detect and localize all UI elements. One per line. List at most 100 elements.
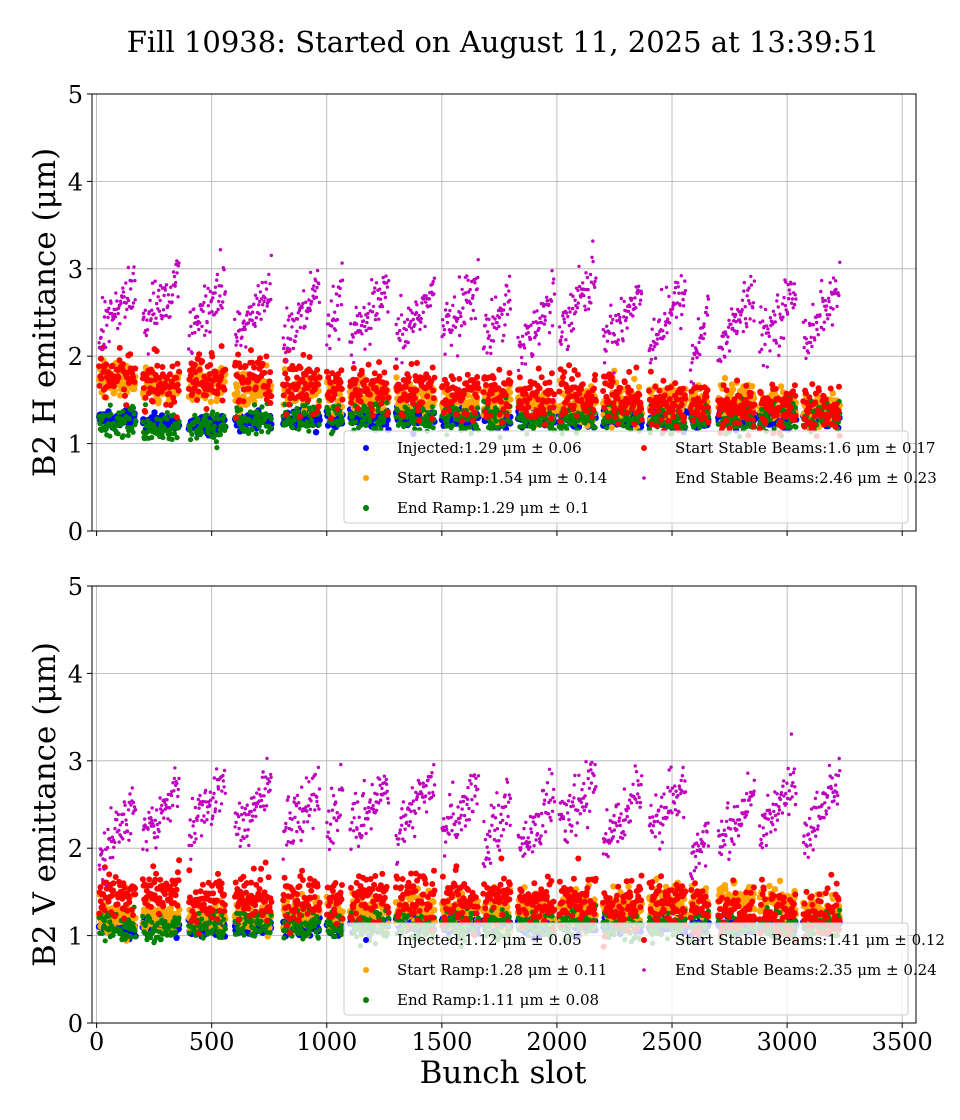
- point-start-stable: [314, 366, 321, 373]
- point-end-stable: [308, 308, 312, 313]
- point-end-stable: [543, 315, 547, 319]
- point-end-ramp: [169, 436, 175, 442]
- point-end-stable: [432, 292, 436, 296]
- point-end-stable: [205, 320, 209, 325]
- point-end-stable: [161, 314, 165, 318]
- point-end-stable: [166, 304, 170, 308]
- point-end-stable: [631, 314, 635, 318]
- point-end-stable: [249, 304, 253, 309]
- point-end-stable: [198, 321, 202, 325]
- point-end-stable: [550, 324, 555, 328]
- point-start-stable: [376, 373, 383, 380]
- point-end-stable: [657, 318, 662, 322]
- point-start-stable: [263, 353, 270, 360]
- point-end-stable: [161, 308, 166, 312]
- point-end-stable: [284, 350, 288, 355]
- point-start-stable: [589, 414, 595, 420]
- point-start-stable: [723, 387, 730, 394]
- point-end-stable: [315, 285, 319, 290]
- point-end-ramp: [174, 435, 180, 441]
- point-end-stable: [200, 324, 204, 329]
- point-start-stable: [503, 412, 510, 419]
- point-end-ramp: [259, 428, 265, 435]
- point-start-stable: [536, 385, 543, 392]
- point-end-stable: [482, 345, 486, 349]
- point-end-stable: [609, 321, 614, 325]
- point-start-stable: [173, 374, 180, 381]
- point-end-stable: [612, 333, 617, 337]
- point-end-stable: [378, 297, 383, 301]
- point-end-stable: [489, 351, 493, 356]
- point-end-ramp: [115, 431, 121, 437]
- point-end-stable: [145, 318, 149, 322]
- point-end-stable: [488, 345, 492, 349]
- point-end-stable: [655, 342, 659, 346]
- point-end-stable: [386, 310, 390, 314]
- point-end-stable: [611, 317, 615, 322]
- point-end-ramp: [107, 433, 113, 439]
- point-start-stable: [97, 355, 104, 362]
- point-start-stable: [102, 394, 109, 401]
- point-start-stable: [413, 387, 420, 394]
- point-end-stable: [354, 322, 359, 326]
- point-end-ramp: [207, 419, 213, 425]
- point-end-stable: [458, 311, 462, 315]
- point-end-ramp: [175, 425, 181, 431]
- point-end-stable: [298, 325, 303, 330]
- point-end-stable: [371, 304, 376, 309]
- point-start-stable: [350, 365, 357, 372]
- point-end-stable: [203, 333, 207, 337]
- point-end-stable: [192, 307, 196, 311]
- point-end-stable: [282, 343, 287, 347]
- point-end-stable: [403, 344, 407, 348]
- point-end-ramp: [475, 405, 481, 411]
- point-end-stable: [158, 298, 162, 303]
- point-end-ramp: [339, 418, 345, 424]
- point-end-stable: [608, 331, 612, 335]
- point-end-stable: [114, 291, 118, 295]
- point-start-stable: [414, 360, 420, 366]
- point-end-stable: [331, 284, 335, 288]
- point-start-stable: [221, 386, 228, 393]
- point-end-stable: [466, 278, 470, 282]
- point-end-stable: [400, 361, 404, 365]
- point-end-ramp: [306, 428, 312, 434]
- point-end-stable: [663, 311, 667, 316]
- point-start-stable: [705, 419, 712, 426]
- point-start-stable: [199, 358, 206, 365]
- point-end-stable: [520, 355, 524, 360]
- point-end-stable: [339, 303, 344, 307]
- point-end-stable: [170, 300, 174, 304]
- point-start-stable: [592, 397, 599, 404]
- point-end-stable: [221, 300, 225, 304]
- point-end-stable: [265, 304, 269, 308]
- point-end-stable: [115, 299, 119, 303]
- point-end-stable: [129, 287, 133, 291]
- point-end-stable: [197, 327, 201, 332]
- point-start-stable: [590, 407, 597, 413]
- point-end-stable: [486, 330, 490, 334]
- point-end-stable: [360, 332, 364, 336]
- point-start-stable: [431, 374, 438, 381]
- point-start-stable: [356, 392, 363, 399]
- point-end-stable: [427, 297, 431, 301]
- point-end-stable: [142, 315, 146, 319]
- point-end-stable: [330, 324, 334, 328]
- point-start-stable: [682, 395, 689, 402]
- point-end-stable: [202, 300, 206, 305]
- point-end-stable: [171, 270, 176, 274]
- point-end-stable: [561, 314, 565, 318]
- point-end-stable: [285, 306, 289, 310]
- point-end-stable: [468, 287, 472, 292]
- point-end-stable: [491, 322, 495, 326]
- point-start-stable: [140, 385, 147, 392]
- point-end-ramp: [126, 416, 132, 422]
- point-end-stable: [494, 295, 498, 299]
- point-start-stable: [366, 391, 373, 398]
- point-end-stable: [259, 317, 263, 321]
- point-start-stable: [574, 371, 581, 378]
- point-start-stable: [690, 417, 696, 424]
- point-start-stable: [497, 398, 504, 405]
- point-end-stable: [315, 268, 320, 273]
